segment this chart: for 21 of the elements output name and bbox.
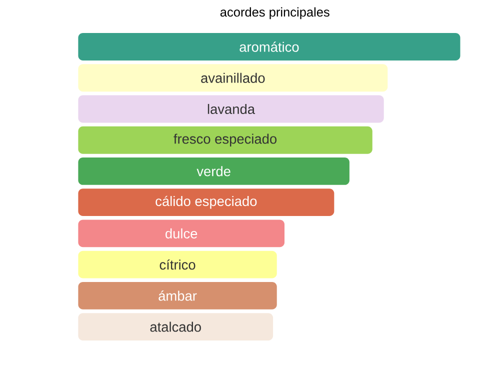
bar — [78, 313, 274, 341]
y-tick-label: fresco especiado — [174, 134, 277, 147]
bar — [78, 33, 460, 61]
y-tick-label: cálido especiado — [156, 196, 257, 209]
y-tick-label: aromático — [240, 42, 299, 52]
bar — [78, 95, 384, 123]
bar — [78, 282, 277, 310]
y-tick-label: cítrico — [160, 260, 196, 270]
bar — [78, 220, 285, 248]
bar — [78, 250, 277, 278]
y-tick-label: ámbar — [158, 290, 197, 301]
y-tick-label: dulce — [166, 228, 198, 239]
y-tick-label: avainillado — [201, 72, 265, 83]
bar — [78, 126, 372, 154]
bar — [78, 188, 334, 216]
y-tick-label: atalcado — [150, 322, 201, 332]
y-tick-label: lavanda — [208, 104, 256, 114]
y-tick-label: verde — [196, 166, 230, 176]
chart-title: acordes principales — [220, 7, 330, 20]
bar — [78, 158, 350, 185]
bar — [78, 64, 388, 92]
